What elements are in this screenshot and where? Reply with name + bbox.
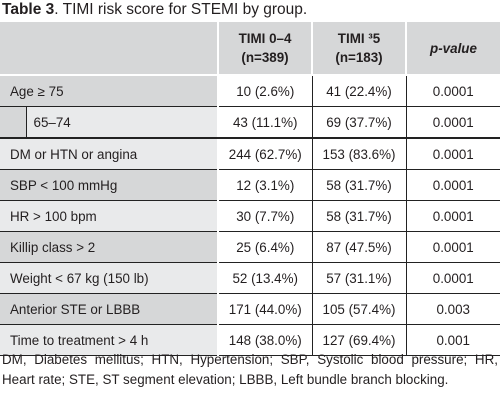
table-row: Killip class > 2 25 (6.4%) 87 (47.5%) 0.… [0, 231, 500, 263]
header-p-value: p-value [406, 22, 500, 76]
row-timi-0-4-value: 30 (7.7%) [217, 200, 312, 232]
row-label: Age ≥ 75 [0, 75, 219, 107]
row-p-value: 0.0001 [405, 200, 500, 232]
row-timi-5-value: 58 (31.7%) [311, 169, 406, 201]
row-p-value: 0.0001 [405, 262, 500, 294]
row-timi-0-4-value: 244 (62.7%) [217, 138, 312, 170]
timi-risk-table: TIMI 0–4 (n=389) TIMI ³5 (n=183) p-value… [0, 22, 500, 356]
row-label: Anterior STE or LBBB [0, 293, 219, 325]
table-row: SBP < 100 mmHg 12 (3.1%) 58 (31.7%) 0.00… [0, 169, 500, 201]
row-timi-0-4-value: 12 (3.1%) [217, 169, 312, 201]
header-timi-0-4-label: TIMI 0–4 [238, 31, 292, 46]
row-timi-0-4-value: 171 (44.0%) [217, 293, 312, 325]
row-timi-5-value: 41 (22.4%) [311, 75, 406, 107]
row-p-value: 0.0001 [405, 75, 500, 107]
row-timi-0-4-value: 43 (11.1%) [217, 106, 312, 139]
row-label: HR > 100 bpm [0, 200, 219, 232]
row-p-value: 0.0001 [405, 231, 500, 263]
row-timi-5-value: 87 (47.5%) [311, 231, 406, 263]
table-caption: Table 3. TIMI risk score for STEMI by gr… [2, 0, 307, 20]
header-timi-5-label: TIMI ³5 [337, 31, 381, 46]
caption-text: . TIMI risk score for STEMI by group. [54, 1, 308, 18]
row-timi-0-4-value: 52 (13.4%) [217, 262, 312, 294]
row-p-value: 0.0001 [405, 106, 500, 139]
row-timi-5-value: 58 (31.7%) [311, 200, 406, 232]
header-p-value-label: p-value [430, 40, 477, 56]
header-variable-cell [0, 22, 219, 76]
row-timi-5-value: 153 (83.6%) [311, 138, 406, 170]
row-label: Killip class > 2 [0, 231, 219, 263]
table-row: Age ≥ 75 10 (2.6%) 41 (22.4%) 0.0001 [0, 75, 500, 107]
row-timi-5-value: 105 (57.4%) [311, 293, 406, 325]
row-label: 65–74 [25, 106, 219, 139]
row-label: Time to treatment > 4 h [0, 324, 219, 356]
table-header-row: TIMI 0–4 (n=389) TIMI ³5 (n=183) p-value [0, 22, 500, 76]
row-p-value: 0.001 [405, 324, 500, 356]
table-footnote: DM, Diabetes mellitus; HTN, Hypertension… [2, 352, 498, 387]
row-timi-0-4-value: 25 (6.4%) [217, 231, 312, 263]
row-label: Weight < 67 kg (150 lb) [0, 262, 219, 294]
row-p-value: 0.003 [405, 293, 500, 325]
row-label: SBP < 100 mmHg [0, 169, 219, 201]
row-label: DM or HTN or angina [0, 138, 219, 170]
table-row: Time to treatment > 4 h 148 (38.0%) 127 … [0, 324, 500, 356]
row-indent [0, 106, 26, 139]
table-row: Anterior STE or LBBB 171 (44.0%) 105 (57… [0, 293, 500, 325]
row-timi-5-value: 69 (37.7%) [311, 106, 406, 139]
header-timi-5: TIMI ³5 (n=183) [312, 22, 407, 76]
header-timi-0-4: TIMI 0–4 (n=389) [218, 22, 313, 76]
table-row: Weight < 67 kg (150 lb) 52 (13.4%) 57 (3… [0, 262, 500, 294]
row-p-value: 0.0001 [405, 138, 500, 170]
row-p-value: 0.0001 [405, 169, 500, 201]
row-timi-0-4-value: 148 (38.0%) [217, 324, 312, 356]
row-timi-5-value: 127 (69.4%) [311, 324, 406, 356]
row-timi-0-4-value: 10 (2.6%) [217, 75, 312, 107]
caption-label: Table 3 [2, 1, 55, 18]
header-timi-5-n: (n=183) [335, 50, 383, 65]
table-row: 65–74 43 (11.1%) 69 (37.7%) 0.0001 [0, 106, 500, 139]
table-row: HR > 100 bpm 30 (7.7%) 58 (31.7%) 0.0001 [0, 200, 500, 232]
header-timi-0-4-n: (n=389) [241, 50, 289, 65]
row-timi-5-value: 57 (31.1%) [311, 262, 406, 294]
table-row: DM or HTN or angina 244 (62.7%) 153 (83.… [0, 138, 500, 170]
